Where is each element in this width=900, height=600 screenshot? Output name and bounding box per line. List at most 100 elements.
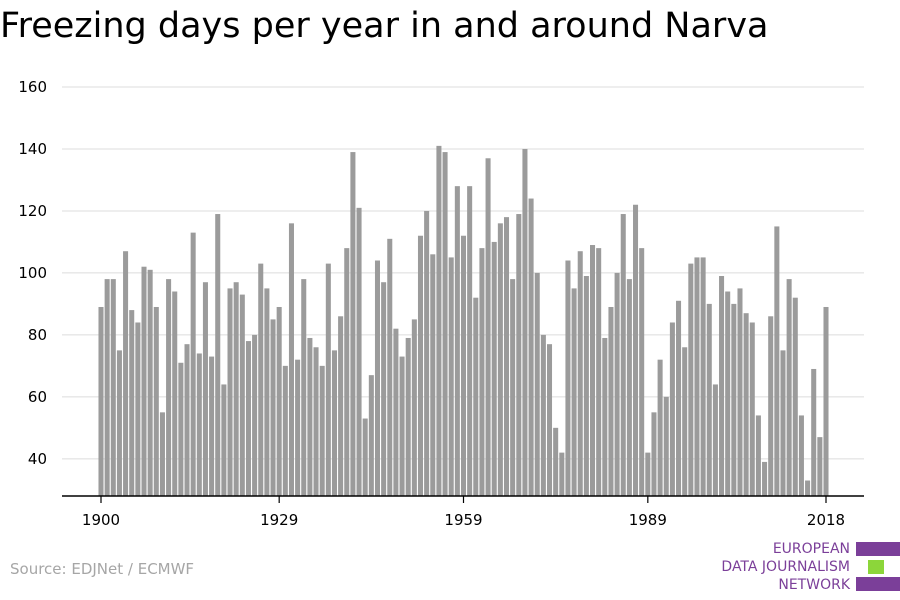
bar-2003[interactable]	[731, 303, 737, 496]
bar-1973[interactable]	[546, 344, 553, 496]
bar-1989[interactable]	[645, 452, 651, 496]
bar-1908[interactable]	[147, 269, 153, 496]
bar-1937[interactable]	[325, 263, 331, 496]
bar-1943[interactable]	[362, 418, 368, 496]
edjnet-logo[interactable]: EUROPEAN DATA JOURNALISM NETWORK	[700, 540, 900, 596]
bar-1974[interactable]	[553, 427, 559, 496]
bar-1961[interactable]	[473, 297, 479, 496]
bar-1927[interactable]	[264, 288, 270, 496]
bar-2013[interactable]	[792, 297, 798, 496]
bar-1957[interactable]	[448, 257, 454, 496]
bar-1922[interactable]	[233, 282, 239, 496]
bar-1977[interactable]	[571, 288, 577, 496]
bar-1945[interactable]	[374, 260, 381, 496]
bar-1959[interactable]	[460, 235, 467, 496]
bar-2007[interactable]	[755, 415, 761, 496]
bar-1946[interactable]	[381, 282, 387, 496]
bar-2014[interactable]	[798, 415, 804, 496]
bar-1988[interactable]	[639, 248, 645, 496]
bar-1983[interactable]	[608, 306, 614, 496]
bar-1935[interactable]	[313, 347, 319, 496]
bar-1970[interactable]	[528, 198, 534, 496]
bar-1910[interactable]	[159, 412, 165, 496]
bar-1950[interactable]	[405, 337, 411, 496]
bar-1920[interactable]	[221, 384, 227, 496]
bar-2002[interactable]	[725, 291, 731, 497]
bar-1984[interactable]	[614, 272, 620, 496]
bar-1951[interactable]	[411, 319, 417, 496]
bar-1962[interactable]	[479, 248, 485, 496]
bar-1949[interactable]	[399, 356, 405, 496]
bar-1982[interactable]	[602, 337, 608, 496]
bar-1985[interactable]	[620, 214, 626, 496]
bar-1968[interactable]	[516, 214, 522, 496]
bar-1967[interactable]	[510, 279, 516, 496]
bar-1991[interactable]	[657, 359, 663, 496]
bar-1933[interactable]	[301, 279, 307, 496]
bar-1994[interactable]	[676, 300, 682, 496]
bar-1952[interactable]	[417, 235, 424, 496]
bar-1955[interactable]	[436, 145, 442, 496]
bar-1979[interactable]	[583, 276, 589, 496]
bar-1938[interactable]	[331, 350, 337, 496]
bar-1971[interactable]	[534, 272, 540, 496]
bar-1964[interactable]	[491, 241, 497, 496]
bar-1900[interactable]	[98, 306, 104, 496]
bar-1905[interactable]	[129, 310, 135, 496]
bar-1948[interactable]	[393, 328, 399, 496]
bar-1965[interactable]	[497, 223, 503, 497]
bar-1986[interactable]	[626, 279, 632, 496]
bar-1915[interactable]	[190, 232, 196, 496]
bar-2001[interactable]	[719, 276, 725, 496]
bar-1956[interactable]	[442, 152, 448, 496]
bar-1990[interactable]	[651, 412, 657, 496]
bar-1909[interactable]	[153, 306, 159, 496]
bar-2008[interactable]	[762, 461, 768, 496]
bar-1941[interactable]	[350, 152, 356, 496]
bar-2009[interactable]	[768, 316, 774, 496]
bar-1926[interactable]	[258, 263, 264, 496]
bar-1995[interactable]	[682, 347, 688, 496]
bar-1976[interactable]	[565, 260, 571, 496]
bar-1932[interactable]	[295, 359, 301, 496]
bar-1966[interactable]	[503, 217, 510, 497]
bar-1934[interactable]	[307, 337, 313, 496]
bar-1902[interactable]	[110, 279, 116, 496]
bar-1993[interactable]	[669, 322, 675, 496]
bar-1929[interactable]	[276, 306, 282, 496]
bar-1944[interactable]	[368, 375, 374, 496]
bar-1904[interactable]	[123, 251, 129, 496]
bar-2015[interactable]	[805, 480, 811, 496]
bar-1925[interactable]	[252, 334, 258, 496]
bar-1924[interactable]	[245, 341, 251, 496]
bar-1914[interactable]	[184, 344, 190, 496]
bar-1939[interactable]	[338, 316, 344, 496]
bar-2017[interactable]	[817, 437, 823, 496]
bar-1992[interactable]	[663, 396, 669, 496]
bar-2011[interactable]	[780, 350, 786, 496]
bar-1969[interactable]	[522, 148, 528, 496]
bar-1923[interactable]	[239, 294, 245, 496]
bar-1918[interactable]	[209, 356, 215, 496]
bar-1942[interactable]	[356, 207, 362, 496]
bar-1901[interactable]	[104, 279, 110, 496]
bar-1913[interactable]	[178, 362, 184, 496]
bar-1930[interactable]	[282, 365, 288, 496]
bar-1996[interactable]	[688, 263, 694, 496]
bar-2006[interactable]	[749, 322, 755, 496]
bar-1903[interactable]	[116, 350, 122, 496]
bar-1960[interactable]	[467, 186, 473, 496]
bar-1975[interactable]	[559, 452, 565, 496]
bar-1906[interactable]	[135, 322, 141, 496]
bar-1954[interactable]	[430, 254, 436, 496]
bar-1953[interactable]	[424, 210, 430, 496]
bar-2005[interactable]	[743, 313, 749, 496]
bar-1916[interactable]	[196, 353, 202, 496]
bar-2010[interactable]	[774, 226, 780, 496]
bar-1907[interactable]	[141, 266, 147, 496]
bar-2012[interactable]	[786, 279, 792, 496]
bar-1912[interactable]	[172, 291, 178, 497]
bar-1987[interactable]	[633, 204, 639, 496]
bar-1919[interactable]	[215, 214, 221, 496]
bar-1940[interactable]	[344, 248, 350, 496]
